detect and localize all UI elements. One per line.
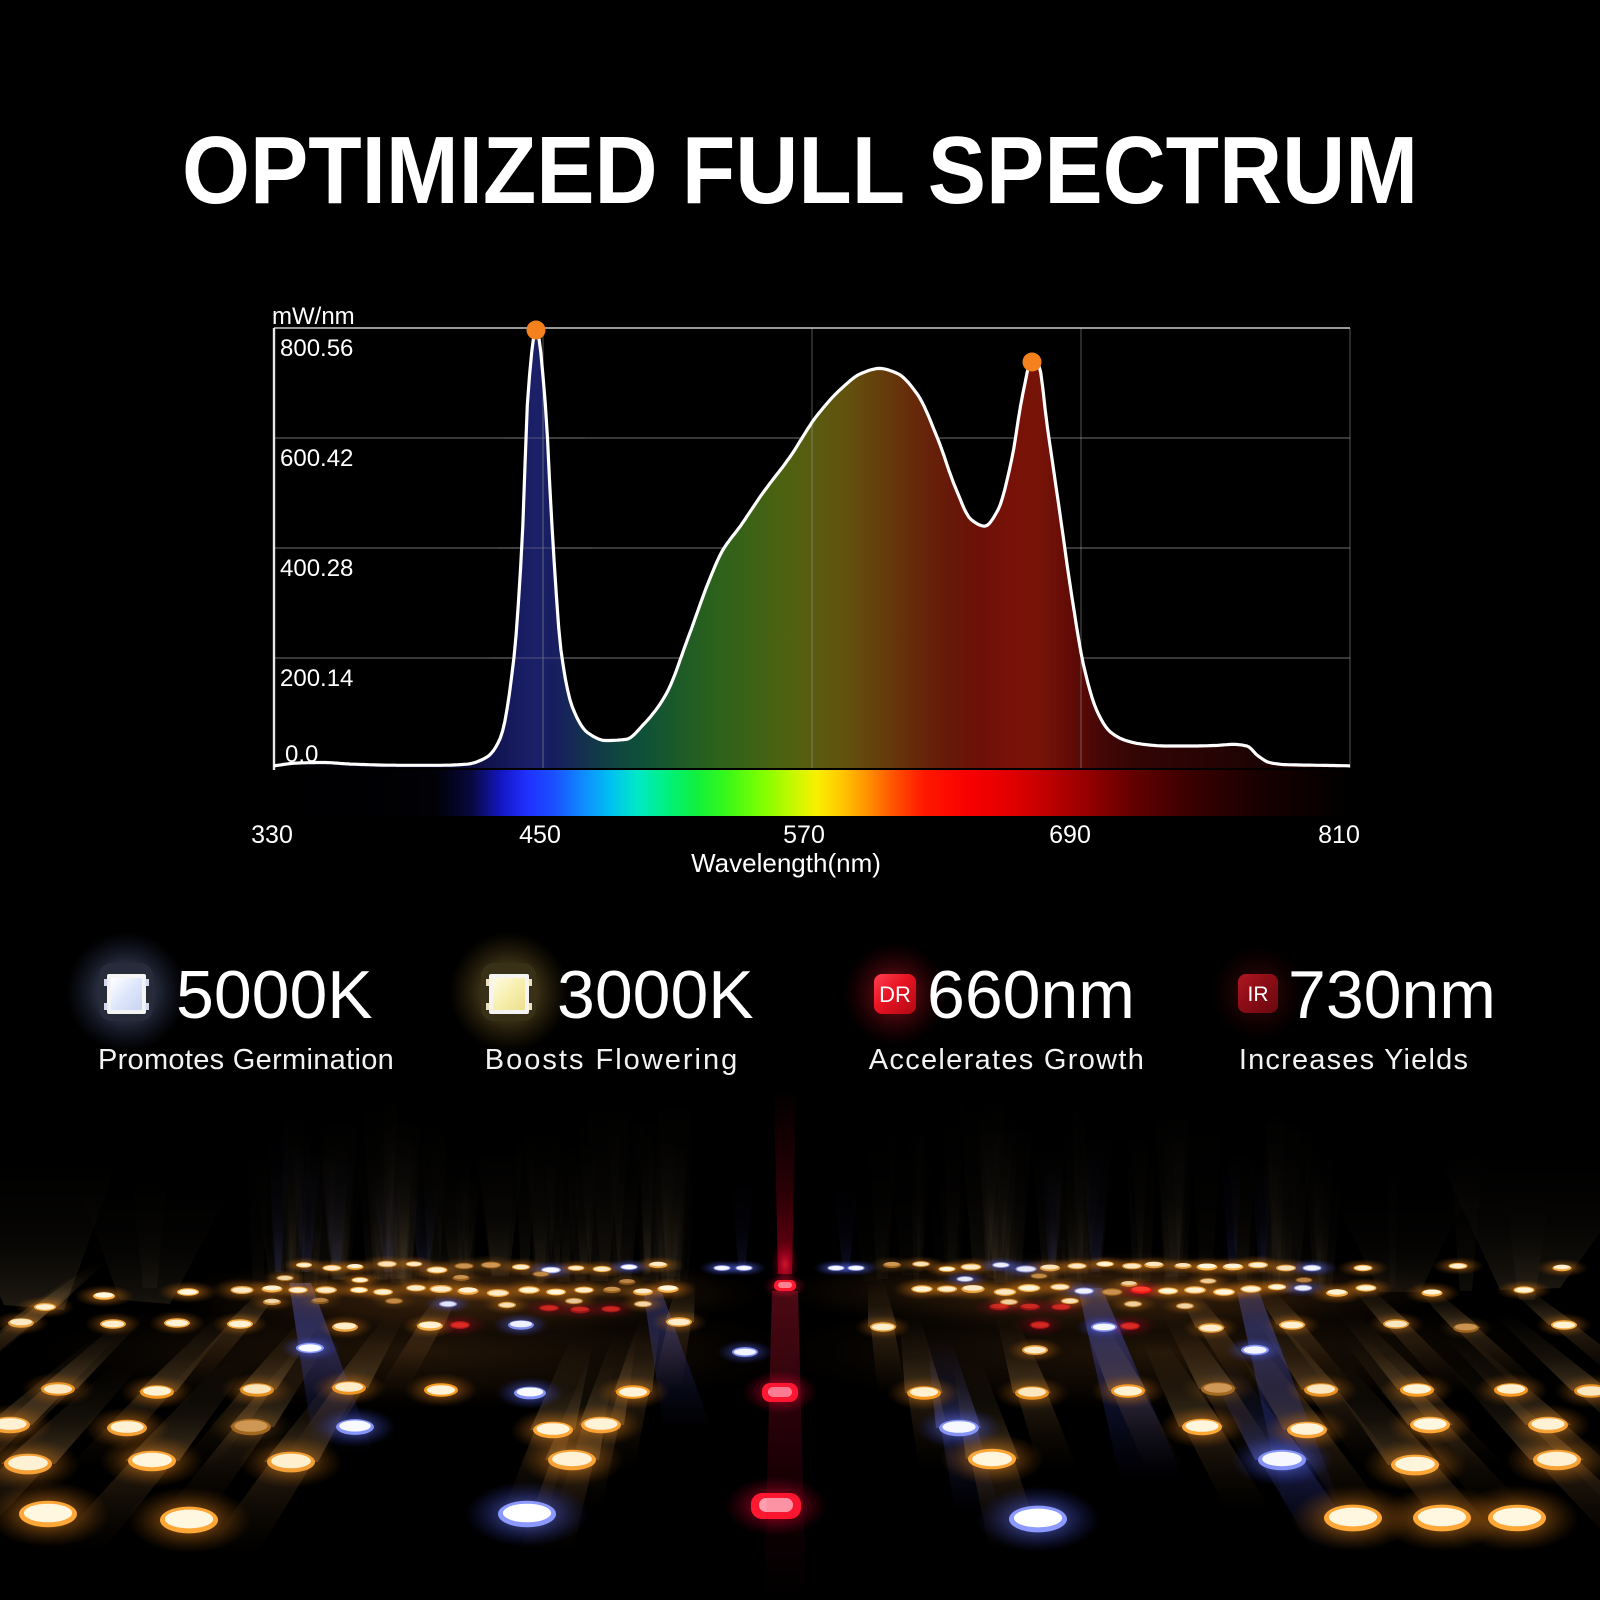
svg-text:IR: IR — [1248, 983, 1269, 1006]
svg-text:Boosts Flowering: Boosts Flowering — [485, 1044, 739, 1076]
svg-text:570: 570 — [783, 821, 825, 849]
svg-text:810: 810 — [1318, 821, 1360, 849]
svg-text:660nm: 660nm — [927, 957, 1135, 1033]
svg-text:600.42: 600.42 — [280, 445, 353, 472]
svg-text:450: 450 — [519, 821, 561, 849]
svg-text:330: 330 — [251, 821, 293, 849]
svg-text:730nm: 730nm — [1288, 957, 1496, 1033]
svg-text:0.0: 0.0 — [285, 741, 318, 768]
svg-text:Accelerates Growth: Accelerates Growth — [869, 1044, 1145, 1076]
svg-text:800.56: 800.56 — [280, 335, 353, 362]
svg-text:DR: DR — [879, 982, 911, 1007]
svg-text:3000K: 3000K — [557, 957, 754, 1033]
svg-text:690: 690 — [1049, 821, 1091, 849]
svg-text:5000K: 5000K — [176, 957, 373, 1033]
svg-text:200.14: 200.14 — [280, 665, 353, 692]
svg-text:400.28: 400.28 — [280, 555, 353, 582]
svg-text:Wavelength(nm): Wavelength(nm) — [691, 848, 881, 878]
svg-text:Promotes Germination: Promotes Germination — [98, 1044, 394, 1076]
svg-text:OPTIMIZED FULL SPECTRUM: OPTIMIZED FULL SPECTRUM — [182, 117, 1418, 224]
svg-text:mW/nm: mW/nm — [272, 303, 355, 330]
svg-text:Increases Yields: Increases Yields — [1239, 1044, 1469, 1076]
